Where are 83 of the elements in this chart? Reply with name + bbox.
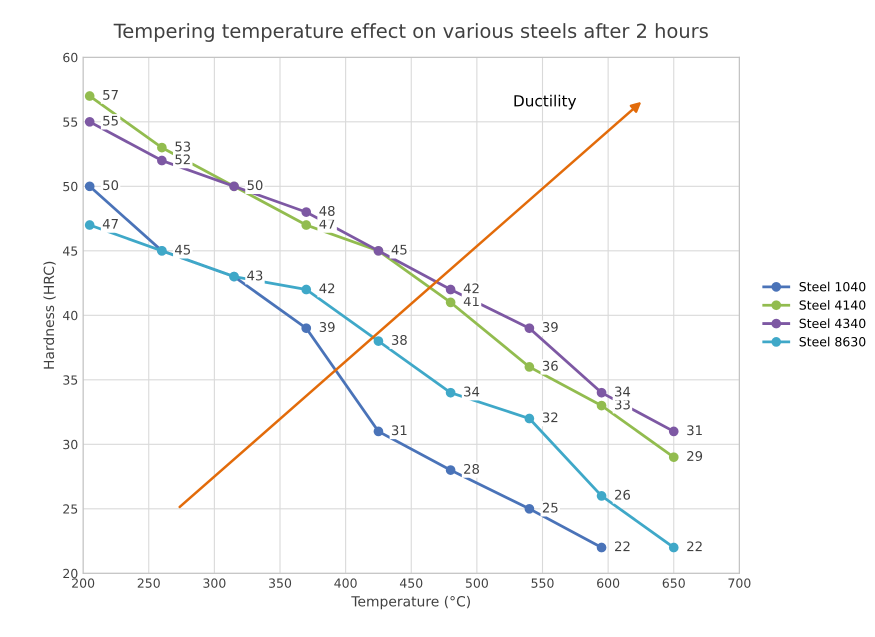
data-label: 38 [392, 334, 407, 345]
point [84, 220, 95, 230]
data-label: 52 [175, 154, 190, 164]
point [596, 388, 606, 398]
data-label: 39 [320, 322, 335, 332]
point [301, 323, 312, 334]
x-tick-label: 550 [532, 578, 554, 588]
y-tick-label: 40 [62, 310, 78, 320]
point [524, 414, 534, 424]
x-tick-label: 500 [466, 578, 488, 588]
data-label: 31 [687, 425, 702, 436]
x-tick-label: 700 [728, 578, 750, 588]
point [524, 504, 534, 514]
legend-label: Steel 8630 [800, 336, 866, 346]
data-label: 22 [687, 541, 702, 552]
point [157, 142, 167, 152]
point [524, 362, 534, 372]
data-label: 57 [103, 90, 118, 100]
y-tick-label: 60 [63, 52, 78, 62]
data-label: 25 [542, 502, 558, 513]
data-label: 39 [542, 322, 558, 332]
data-label: 34 [615, 386, 630, 397]
x-tick-label: 600 [597, 578, 620, 588]
point [84, 116, 95, 127]
point [668, 542, 679, 552]
point [446, 465, 456, 475]
point [446, 388, 456, 398]
data-label: 47 [102, 219, 118, 229]
data-label: 45 [392, 244, 407, 255]
data-label: 36 [542, 360, 558, 371]
y-tick-label: 30 [63, 440, 78, 450]
data-label: 50 [103, 180, 118, 190]
y-axis-title: Hardness (HRC) [43, 262, 56, 369]
x-tick-label: 650 [662, 578, 685, 588]
data-label: 55 [103, 116, 118, 126]
y-tick-label: 20 [63, 568, 78, 578]
x-axis-title: Temperature (°C) [351, 596, 470, 610]
x-tick-label: 350 [269, 578, 292, 588]
x-tick-label: 400 [334, 578, 357, 588]
chart-title: Tempering temperature effect on various steels after 2 hours [114, 23, 708, 42]
data-label: 50 [248, 180, 262, 190]
point [374, 336, 384, 346]
y-tick-label: 55 [63, 117, 78, 127]
point [524, 323, 534, 334]
x-tick-label: 200 [72, 578, 94, 588]
data-label: 22 [615, 541, 630, 552]
data-label: 32 [542, 412, 558, 422]
x-tick-label: 450 [400, 578, 422, 588]
point [596, 491, 606, 501]
x-tick-label: 250 [138, 578, 160, 588]
point [446, 284, 456, 294]
point [596, 400, 606, 410]
point [596, 542, 606, 552]
data-label: 53 [175, 141, 190, 152]
annotation: Ductility [514, 94, 576, 110]
data-label: 34 [464, 386, 480, 397]
data-label: 48 [319, 206, 335, 216]
legend-label: Steel 4340 [800, 318, 866, 328]
point [301, 220, 312, 230]
legend-label: Steel 4140 [800, 300, 866, 310]
point [84, 91, 95, 101]
point [374, 426, 384, 436]
point [301, 207, 312, 217]
point [157, 156, 167, 166]
x-tick-label: 300 [203, 578, 226, 588]
point [668, 426, 679, 436]
data-label: 29 [687, 451, 702, 462]
data-label: 45 [175, 244, 190, 255]
data-label: 28 [464, 464, 480, 474]
point [84, 181, 95, 192]
data-label: 31 [392, 425, 407, 436]
y-tick-label: 50 [63, 182, 78, 192]
legend-label: Steel 1040 [800, 282, 866, 292]
point [301, 284, 312, 294]
data-label: 42 [319, 283, 334, 294]
point [446, 298, 456, 308]
y-tick-label: 45 [62, 246, 78, 256]
data-label: 26 [615, 490, 630, 500]
data-label: 43 [247, 270, 262, 280]
data-label: 42 [464, 283, 479, 294]
point [668, 452, 679, 462]
y-tick-label: 35 [63, 375, 78, 385]
y-tick-label: 25 [63, 504, 78, 514]
